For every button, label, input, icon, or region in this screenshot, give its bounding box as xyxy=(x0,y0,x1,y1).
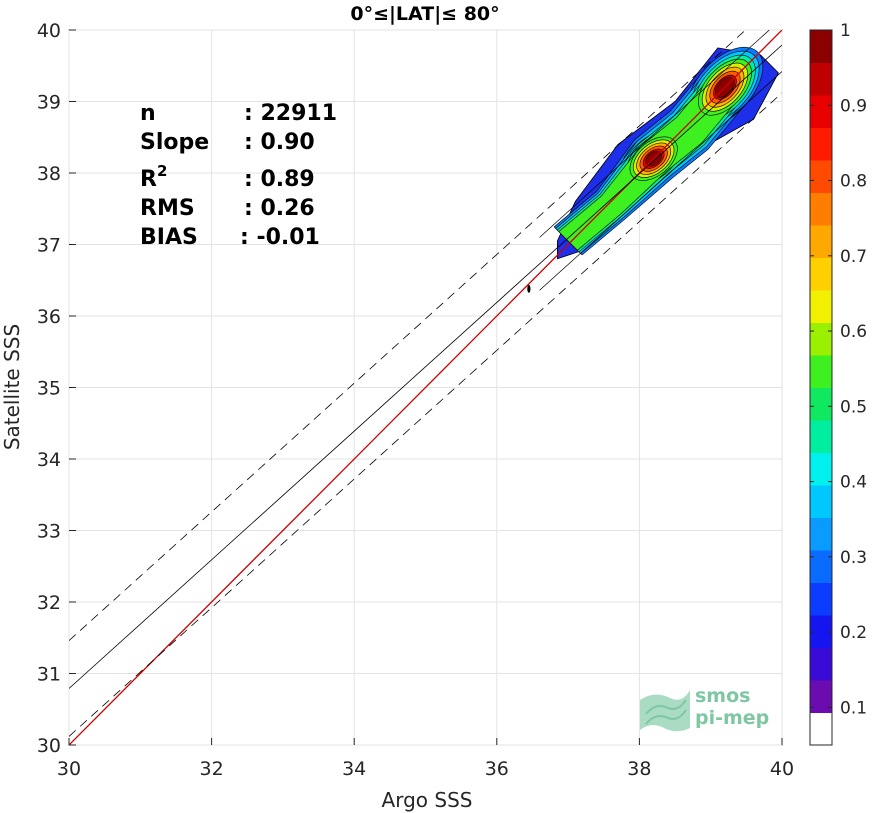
colorbar-segment xyxy=(810,452,832,486)
y-axis-ticks: 30 31 32 33 34 35 36 37 38 39 40 xyxy=(37,20,76,757)
fit-line xyxy=(69,44,782,689)
colorbar-tick-label: 0.8 xyxy=(840,172,867,192)
colorbar-segment xyxy=(810,62,832,96)
y-tick-label: 32 xyxy=(37,592,61,614)
stat-bias-label: BIAS xyxy=(140,225,198,250)
logo-text-smos: smos xyxy=(695,685,750,707)
y-tick-label: 36 xyxy=(37,306,61,328)
colorbar-ticks: 0.1 0.2 0.3 0.4 0.5 0.6 0.7 0.8 0.9 1 xyxy=(810,21,867,718)
colorbar-segment xyxy=(810,420,832,453)
isolated-data-point xyxy=(527,284,531,293)
identity-line xyxy=(69,30,782,745)
colorbar-segment xyxy=(810,582,832,616)
x-tick-label: 32 xyxy=(200,758,224,780)
regression-lines xyxy=(69,30,782,745)
y-tick-label: 35 xyxy=(37,378,61,400)
colorbar-segment xyxy=(810,550,832,583)
smos-pi-mep-logo: smos pi-mep xyxy=(640,685,769,732)
y-tick-label: 38 xyxy=(37,163,61,185)
colorbar-tick-label: 0.1 xyxy=(840,698,867,718)
colorbar-segment xyxy=(810,160,832,193)
stat-r2-value: : 0.89 xyxy=(244,167,315,192)
colorbar-segment xyxy=(810,712,832,746)
stat-r2-superscript: 2 xyxy=(157,162,167,180)
y-tick-label: 37 xyxy=(37,235,61,257)
x-tick-label: 38 xyxy=(627,758,651,780)
colorbar-tick-label: 0.3 xyxy=(840,548,867,568)
stat-n-label: n xyxy=(140,101,156,126)
stat-rms-label: RMS xyxy=(140,196,195,221)
logo-waves-icon xyxy=(640,690,690,732)
grid xyxy=(68,29,783,746)
colorbar-tick-label: 0.6 xyxy=(840,322,867,342)
stat-slope-value: : 0.90 xyxy=(244,130,315,155)
colorbar-frame xyxy=(809,29,833,746)
stat-bias-value: : -0.01 xyxy=(240,225,320,250)
colorbar-tick-label: 0.5 xyxy=(840,397,867,417)
colorbar-segment xyxy=(810,30,832,63)
colorbar-segment xyxy=(810,517,832,551)
colorbar-segment xyxy=(810,257,832,291)
y-tick-label: 34 xyxy=(37,449,61,471)
x-axis-ticks: 30 32 34 36 38 40 xyxy=(57,738,794,780)
x-tick-label: 34 xyxy=(342,758,366,780)
colorbar-segment xyxy=(810,322,832,356)
fit-band-line xyxy=(539,71,782,291)
colorbar-segment xyxy=(810,387,832,421)
colorbar-segment xyxy=(810,192,832,226)
fit-band-line xyxy=(539,30,770,238)
logo-text-pimep: pi-mep xyxy=(695,707,769,729)
chart-title: 0°≤|LAT|≤ 80° xyxy=(350,3,499,25)
colorbar-segment xyxy=(810,290,832,323)
stat-rms-value: : 0.26 xyxy=(244,196,315,221)
y-tick-label: 31 xyxy=(37,664,61,686)
colorbar-tick-label: 0.4 xyxy=(840,473,867,493)
stat-slope-label: Slope xyxy=(140,130,209,155)
fit-confidence-line xyxy=(69,30,747,641)
colorbar-tick-label: 0.7 xyxy=(840,247,867,267)
y-tick-label: 40 xyxy=(37,20,61,42)
colorbar-segment xyxy=(810,615,832,648)
colorbar-segment xyxy=(810,95,832,128)
fit-confidence-line xyxy=(69,92,782,737)
stat-r2-letter: R xyxy=(140,167,157,192)
colorbar-tick-label: 0.9 xyxy=(840,96,867,116)
x-axis-label: Argo SSS xyxy=(382,788,473,812)
colorbar-segment xyxy=(810,127,832,161)
y-tick-label: 39 xyxy=(37,92,61,114)
y-tick-label: 30 xyxy=(37,735,61,757)
colorbar-segment xyxy=(810,680,832,713)
x-tick-label: 40 xyxy=(770,758,794,780)
colorbar-segment xyxy=(810,225,832,258)
x-tick-label: 36 xyxy=(485,758,509,780)
x-tick-label: 30 xyxy=(57,758,81,780)
colorbar-segment xyxy=(810,647,832,681)
stat-r2-label: R2 xyxy=(140,162,167,192)
stat-n-value: : 22911 xyxy=(244,101,337,126)
colorbar-segment xyxy=(810,355,832,388)
colorbar-tick-label: 0.2 xyxy=(840,623,867,643)
colorbar-tick-label: 1 xyxy=(840,21,851,41)
colorbar xyxy=(810,30,832,746)
statistics-block: n : 22911 Slope : 0.90 R2 : 0.89 RMS : 0… xyxy=(140,101,337,250)
y-axis-label: Satellite SSS xyxy=(0,324,24,450)
colorbar-segment xyxy=(810,485,832,518)
y-tick-label: 33 xyxy=(37,521,61,543)
